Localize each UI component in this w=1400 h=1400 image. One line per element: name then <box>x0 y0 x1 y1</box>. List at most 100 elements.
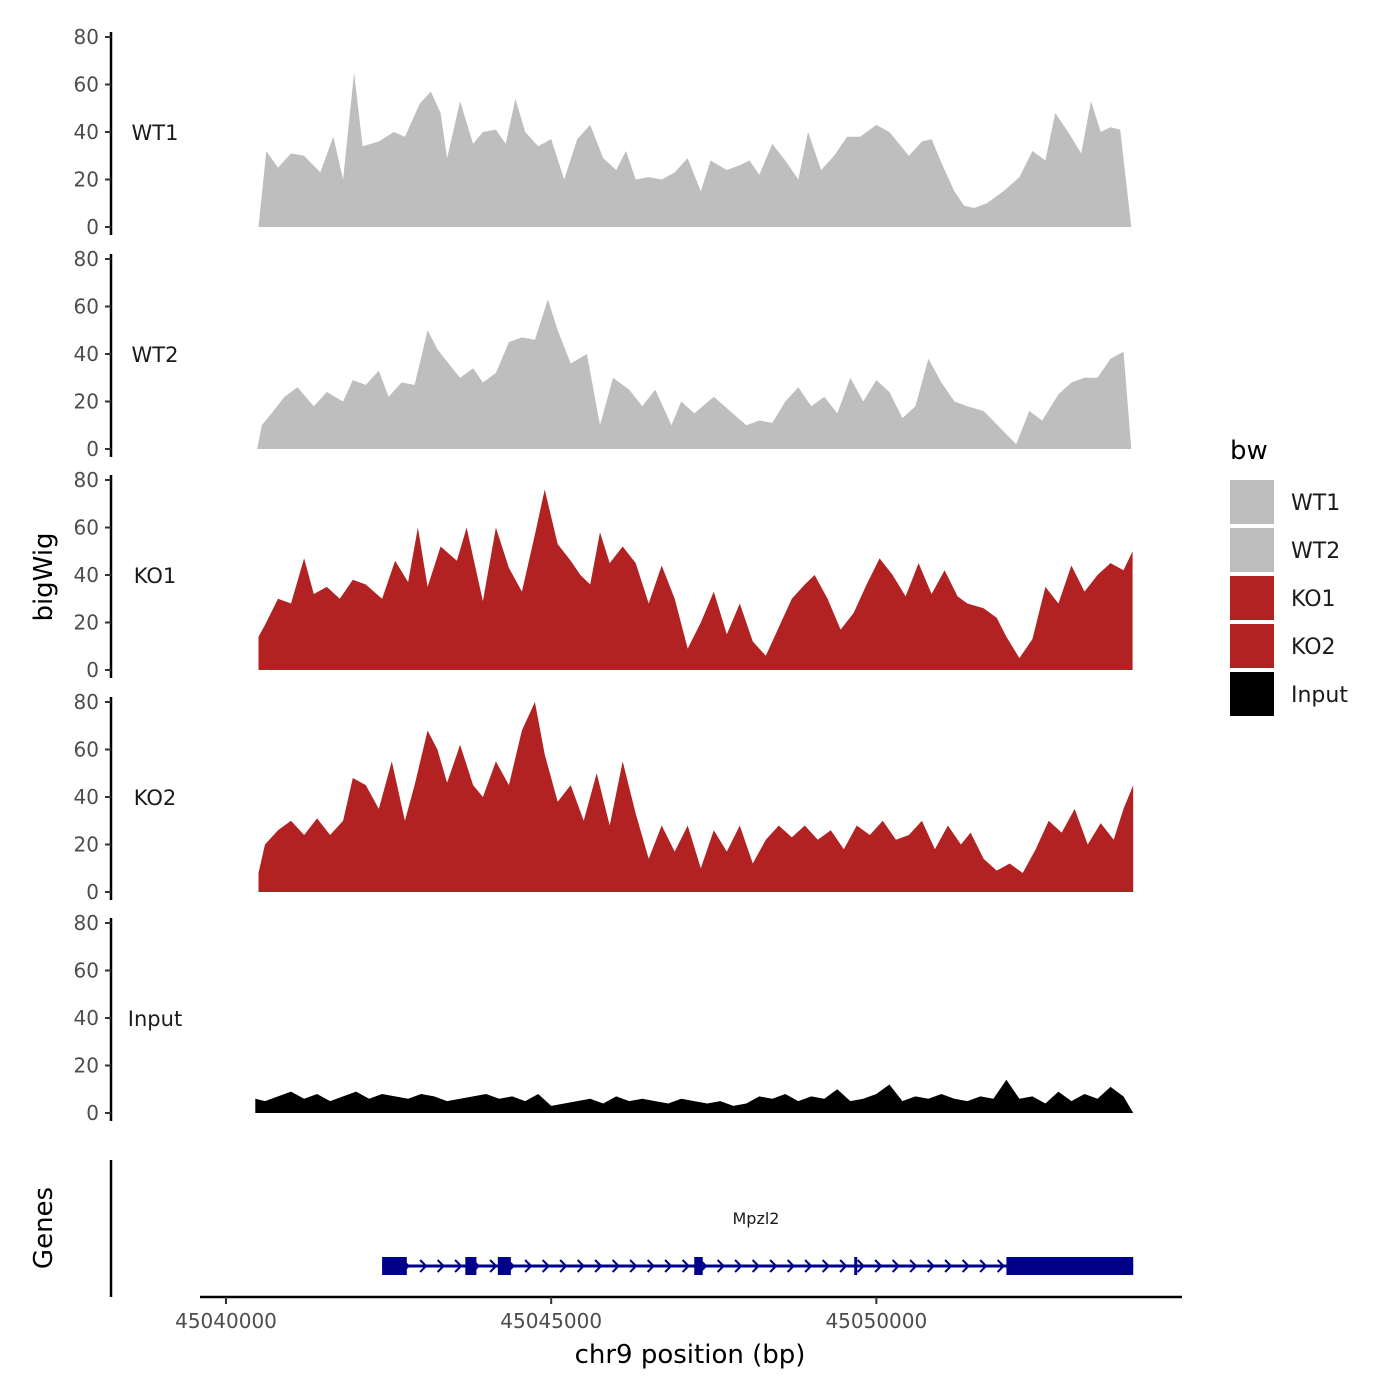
gene-exon <box>465 1257 477 1275</box>
y-tick-label: 0 <box>86 215 99 239</box>
strand-arrow <box>909 1259 918 1273</box>
strand-arrow <box>891 1259 901 1273</box>
track-label-input: Input <box>128 1007 182 1031</box>
strand-arrow <box>681 1259 691 1273</box>
y-tick-label: 80 <box>74 690 99 714</box>
legend-swatch-wt2 <box>1230 528 1274 572</box>
legend-title: bw <box>1230 436 1268 466</box>
y-tick-label: 60 <box>74 959 99 983</box>
x-axis-title: chr9 position (bp) <box>575 1340 806 1370</box>
strand-arrow <box>454 1259 463 1273</box>
track-ko1: 0 20 40 60 80 KO1 <box>74 468 1133 682</box>
track-label-ko1: KO1 <box>134 564 177 588</box>
y-axis-title: bigWig <box>29 532 59 621</box>
area-ko2 <box>258 702 1134 892</box>
strand-arrow <box>944 1259 953 1273</box>
y-tick-label: 40 <box>74 342 99 366</box>
y-tick-label: 0 <box>86 880 99 904</box>
legend-swatch-ko1 <box>1230 576 1274 620</box>
y-tick-label: 60 <box>74 516 99 540</box>
track-ko2: 0 20 40 60 80 KO2 <box>74 690 1134 904</box>
track-wt2: 0 20 40 60 80 WT2 <box>74 247 1132 461</box>
strand-arrow <box>419 1259 428 1273</box>
y-tick-label: 0 <box>86 658 99 682</box>
track-wt1: 0 20 40 60 80 WT1 <box>74 25 1132 239</box>
strand-arrow <box>856 1259 866 1273</box>
signal-tracks: 0 20 40 60 80 WT1 0 20 40 60 80 WT2 0 20 40 60 80 KO1 0 20 4… <box>74 25 1134 1125</box>
gene-exon <box>382 1257 407 1275</box>
area-ko1 <box>258 489 1133 670</box>
strand-arrow <box>541 1259 551 1273</box>
strand-arrow <box>664 1259 673 1273</box>
strand-arrow <box>979 1259 988 1273</box>
gene-name-label: Mpzl2 <box>733 1209 780 1228</box>
legend-label-ko1: KO1 <box>1291 587 1336 612</box>
strand-arrow <box>716 1259 726 1273</box>
y-tick-label: 40 <box>74 120 99 144</box>
gene-exon <box>1006 1257 1134 1275</box>
legend-label-wt1: WT1 <box>1291 491 1340 516</box>
strand-arrow <box>996 1259 1006 1273</box>
gene-track-panel: 45040000 45045000 45050000 Mpzl2 <box>109 1160 1182 1333</box>
strand-arrow <box>926 1259 936 1273</box>
strand-arrow <box>734 1259 743 1273</box>
gene-exon <box>694 1257 703 1275</box>
strand-arrow <box>576 1259 586 1273</box>
strand-arrow <box>436 1259 446 1273</box>
legend-swatch-wt1 <box>1230 480 1274 524</box>
y-tick-label: 40 <box>74 1006 99 1030</box>
y-tick-label: 60 <box>74 738 99 762</box>
legend-label-ko2: KO2 <box>1291 635 1336 660</box>
strand-arrow <box>786 1259 796 1273</box>
y-tick-label: 20 <box>74 833 99 857</box>
area-input <box>255 1079 1134 1113</box>
y-tick-label: 0 <box>86 1101 99 1125</box>
y-tick-label: 0 <box>86 437 99 461</box>
y-tick-label: 80 <box>74 468 99 492</box>
strand-arrow <box>594 1259 603 1273</box>
y-tick-label: 80 <box>74 25 99 49</box>
y-tick-label: 40 <box>74 563 99 587</box>
y-tick-label: 60 <box>74 73 99 97</box>
y-tick-label: 20 <box>74 611 99 635</box>
y-tick-label: 80 <box>74 911 99 935</box>
y-tick-label: 20 <box>74 390 99 414</box>
y-tick-label: 60 <box>74 295 99 319</box>
legend-swatch-ko2 <box>1230 624 1274 668</box>
legend: bw WT1 WT2 KO1 KO2 Input <box>1230 436 1348 716</box>
track-input: 0 20 40 60 80 Input <box>74 911 1134 1125</box>
gene-exon <box>854 1257 858 1275</box>
strand-arrow <box>751 1259 761 1273</box>
x-tick-label: 45040000 <box>175 1309 277 1333</box>
y-tick-label: 80 <box>74 247 99 271</box>
gene-exon <box>497 1257 511 1275</box>
strand-arrow <box>839 1259 848 1273</box>
area-wt2 <box>257 299 1132 449</box>
x-tick-label: 45050000 <box>825 1309 927 1333</box>
strand-arrow <box>524 1259 533 1273</box>
track-label-wt2: WT2 <box>132 343 179 367</box>
strand-arrow <box>611 1259 621 1273</box>
y-tick-label: 20 <box>74 168 99 192</box>
strand-arrow <box>646 1259 656 1273</box>
track-label-ko2: KO2 <box>134 786 177 810</box>
legend-swatch-input <box>1230 672 1274 716</box>
strand-arrow <box>559 1259 568 1273</box>
genes-axis-title: Genes <box>29 1187 59 1269</box>
y-tick-label: 20 <box>74 1054 99 1078</box>
strand-arrow <box>874 1259 883 1273</box>
x-tick-label: 45045000 <box>500 1309 602 1333</box>
strand-arrow <box>821 1259 831 1273</box>
strand-arrow <box>961 1259 971 1273</box>
legend-entries: WT1 WT2 KO1 KO2 Input <box>1230 480 1348 716</box>
track-label-wt1: WT1 <box>132 121 179 145</box>
strand-arrow <box>769 1259 778 1273</box>
strand-arrow <box>804 1259 813 1273</box>
y-tick-label: 40 <box>74 785 99 809</box>
legend-label-wt2: WT2 <box>1291 539 1340 564</box>
strand-arrow <box>489 1259 498 1273</box>
area-wt1 <box>258 72 1132 227</box>
strand-arrow <box>629 1259 638 1273</box>
legend-label-input: Input <box>1291 683 1348 708</box>
